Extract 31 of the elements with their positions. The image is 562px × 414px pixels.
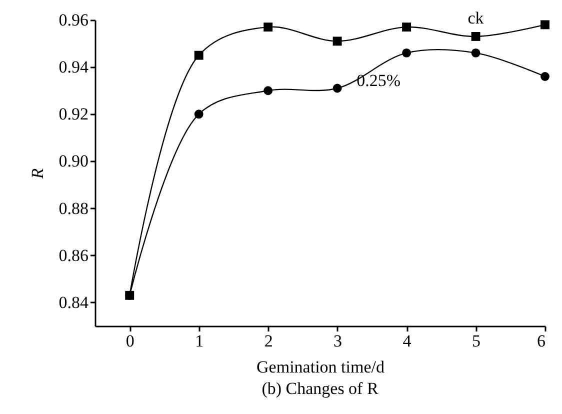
point bbox=[540, 20, 550, 30]
point bbox=[471, 48, 480, 58]
point bbox=[471, 32, 480, 41]
x-tick-label: 3 bbox=[334, 332, 342, 350]
point bbox=[332, 36, 342, 46]
y-tick-label: 0.86 bbox=[58, 246, 88, 265]
series-label: 0.25% bbox=[356, 70, 400, 90]
y-tick-label: 0.90 bbox=[58, 152, 88, 171]
text: (b) Changes of R bbox=[262, 379, 379, 398]
y-tick-label: 0.94 bbox=[58, 58, 89, 77]
x-tick-label: 2 bbox=[264, 332, 273, 350]
point bbox=[194, 110, 204, 119]
point bbox=[332, 84, 342, 93]
x-tick-label: 1 bbox=[195, 332, 204, 350]
x-tick-label: 4 bbox=[402, 332, 412, 350]
x-axis-title: Gemination time/d bbox=[256, 358, 385, 376]
point bbox=[264, 86, 273, 96]
y-tick-label: 0.92 bbox=[58, 104, 88, 124]
point bbox=[194, 50, 204, 60]
point bbox=[402, 48, 412, 58]
series-label: ck bbox=[468, 8, 484, 28]
x-tick-label: 5 bbox=[472, 332, 481, 350]
y-tick-label: 0.84 bbox=[58, 292, 89, 312]
point bbox=[540, 72, 550, 81]
y-axis-title: R bbox=[28, 168, 47, 180]
point bbox=[402, 22, 412, 32]
y-tick-label: 0.88 bbox=[58, 198, 88, 218]
y-tick-label: 0.96 bbox=[58, 10, 88, 30]
x-tick-label: 6 bbox=[537, 332, 546, 350]
point bbox=[264, 22, 273, 32]
x-tick-label: 0 bbox=[126, 332, 134, 350]
